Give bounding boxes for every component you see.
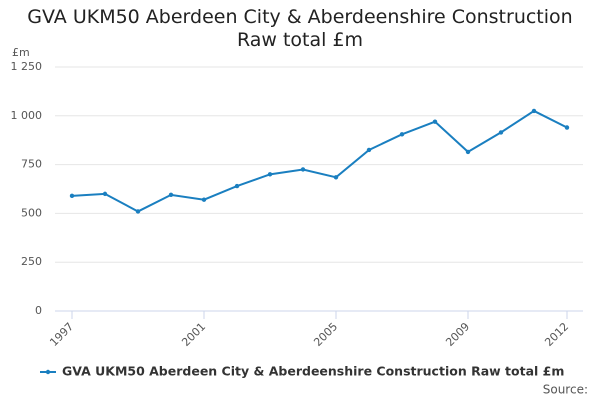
legend-marker <box>45 369 51 375</box>
data-point <box>531 108 537 114</box>
data-point <box>135 209 141 214</box>
x-tick-label: 1997 <box>47 320 76 349</box>
y-tick-label: 0 <box>35 304 42 317</box>
data-point <box>300 167 306 172</box>
y-tick-label: 1 000 <box>11 109 43 122</box>
data-point <box>234 183 240 189</box>
data-point <box>432 119 438 124</box>
data-point <box>69 193 75 199</box>
y-tick-label: 500 <box>21 206 42 219</box>
data-line <box>71 109 568 213</box>
x-tick-label: 2001 <box>179 320 208 349</box>
data-point <box>399 132 405 137</box>
y-axis-label: £m <box>12 46 30 59</box>
y-tick-label: 250 <box>21 255 42 268</box>
data-point <box>267 172 273 177</box>
chart-title: GVA UKM50 Aberdeen City & Aberdeenshire … <box>27 6 573 51</box>
data-point <box>498 130 504 135</box>
data-point <box>201 197 207 202</box>
source: Source: <box>543 383 588 397</box>
x-tick-label: 2012 <box>542 320 571 349</box>
x-tick-label: 2009 <box>443 320 472 349</box>
legend-label: GVA UKM50 Aberdeen City & Aberdeenshire … <box>62 364 564 379</box>
y-tick-label: 750 <box>21 158 42 171</box>
data-point <box>366 147 372 153</box>
data-point <box>333 175 339 180</box>
x-tick-label: 2005 <box>311 320 340 349</box>
y-tick-label: 1 250 <box>11 60 43 73</box>
data-point <box>102 191 108 197</box>
data-point <box>465 149 471 155</box>
data-point <box>168 192 174 198</box>
data-point <box>564 125 570 130</box>
